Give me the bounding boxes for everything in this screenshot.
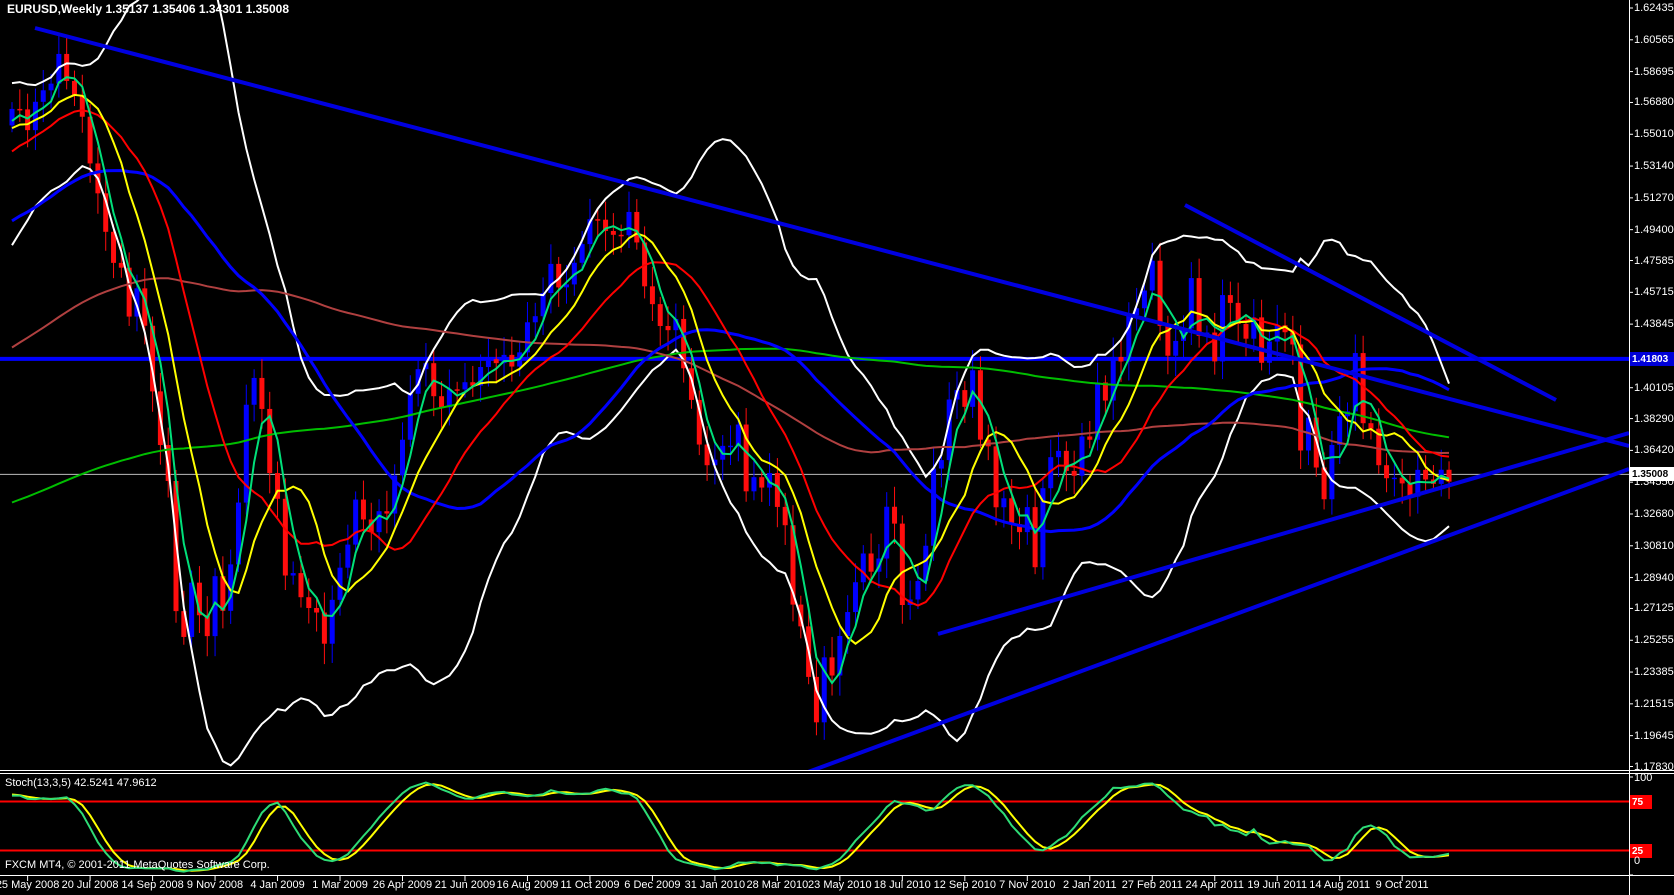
time-axis-label: 18 Jul 2010 xyxy=(873,879,931,891)
price-axis-label: 1.19645 xyxy=(1634,729,1674,742)
price-axis-label: 1.40105 xyxy=(1634,381,1674,394)
time-axis-label: 4 Jan 2009 xyxy=(250,879,305,891)
stoch-signal-line xyxy=(11,783,1450,872)
time-axis-label: 9 Oct 2011 xyxy=(1375,879,1429,891)
price-axis-label: 1.62435 xyxy=(1634,2,1674,14)
bollinger-band-up xyxy=(11,0,1450,479)
price-axis-label: 1.51270 xyxy=(1634,191,1674,204)
time-axis-label: 23 May 2010 xyxy=(808,879,872,891)
price-axis-label: 1.56880 xyxy=(1634,96,1674,109)
time-axis-label: 14 Aug 2011 xyxy=(1309,879,1371,891)
trendline-descending-steep[interactable] xyxy=(1184,203,1557,402)
price-axis-label: 1.21515 xyxy=(1634,697,1674,710)
bollinger-band-dn xyxy=(11,164,1450,767)
ma-medium xyxy=(11,93,1450,645)
time-axis-label: 26 Apr 2009 xyxy=(372,879,433,891)
time-axis-label: 31 Jan 2010 xyxy=(684,879,746,891)
price-axis-label: 1.27125 xyxy=(1634,602,1674,615)
price-axis-label: 1.28940 xyxy=(1634,571,1674,584)
time-axis-label: 25 May 2008 xyxy=(0,879,60,891)
trendline-ascending-lower[interactable] xyxy=(800,467,1629,775)
chart-title: EURUSD,Weekly 1.35137 1.35406 1.34301 1.… xyxy=(7,2,289,16)
time-axis-label: 14 Sep 2008 xyxy=(121,879,184,891)
ma-very-long xyxy=(11,347,1450,504)
time-axis-label: 20 Jul 2008 xyxy=(61,879,119,891)
time-axis-label: 2 Jan 2011 xyxy=(1062,879,1117,891)
time-axis-label: 7 Nov 2010 xyxy=(999,879,1056,891)
ma-slow xyxy=(11,109,1450,607)
price-axis-label: 1.17830 xyxy=(1634,760,1674,773)
stoch-scale-100: 100 xyxy=(1634,772,1653,784)
price-axis-label: 1.45715 xyxy=(1634,286,1674,299)
copyright-text: FXCM MT4, © 2001-2011 MetaQuotes Softwar… xyxy=(5,859,270,871)
time-axis-label: 1 Mar 2009 xyxy=(312,879,368,891)
price-axis-label: 1.49400 xyxy=(1634,223,1674,236)
time-axis-label: 24 Apr 2011 xyxy=(1185,879,1244,891)
current-price-badge: 1.35008 xyxy=(1630,467,1674,481)
stoch-main-line xyxy=(12,781,1450,873)
price-axis-label: 1.43845 xyxy=(1634,318,1674,331)
price-axis-label: 1.23385 xyxy=(1634,666,1674,679)
time-axis-label: 28 Mar 2010 xyxy=(746,879,809,891)
price-axis-label: 1.53140 xyxy=(1634,160,1674,173)
resistance-price-badge: 1.41803 xyxy=(1630,352,1674,366)
price-axis-label: 1.38290 xyxy=(1634,412,1674,425)
price-axis-label: 1.30810 xyxy=(1634,539,1674,552)
stoch-level-25-badge: 25 xyxy=(1630,844,1652,858)
price-axis-label: 1.47585 xyxy=(1634,254,1674,267)
stoch-level-75-badge: 75 xyxy=(1630,795,1652,809)
price-axis-label: 1.60565 xyxy=(1634,33,1674,46)
price-axis-label: 1.55010 xyxy=(1634,128,1674,141)
stochastic-label: Stoch(13,3,5) 42.5241 47.9612 xyxy=(5,777,157,789)
time-axis-label: 12 Sep 2010 xyxy=(933,879,996,891)
time-axis-label: 11 Oct 2009 xyxy=(560,879,620,891)
time-axis-label: 19 Jun 2011 xyxy=(1247,879,1308,891)
time-axis-label: 16 Aug 2009 xyxy=(496,879,559,891)
price-axis-label: 1.36420 xyxy=(1634,444,1674,457)
stochastic-subwindow[interactable] xyxy=(0,781,1629,873)
price-axis-label: 1.32680 xyxy=(1634,507,1674,520)
price-axis-label: 1.58695 xyxy=(1634,65,1674,78)
time-axis-label: 27 Feb 2011 xyxy=(1121,879,1183,891)
trendline-descending-major[interactable] xyxy=(34,26,1629,448)
ma-trend xyxy=(11,168,1450,534)
price-axis-label: 1.25255 xyxy=(1634,634,1674,647)
time-axis-label: 9 Nov 2008 xyxy=(186,879,244,891)
ma-fast xyxy=(11,76,1450,685)
main-chart-plot[interactable] xyxy=(0,0,1629,775)
time-axis-label: 21 Jun 2009 xyxy=(434,879,496,891)
stoch-scale-0: 0 xyxy=(1634,855,1641,867)
trendline-ascending-upper[interactable] xyxy=(937,431,1629,636)
time-axis-label: 6 Dec 2009 xyxy=(624,879,681,891)
